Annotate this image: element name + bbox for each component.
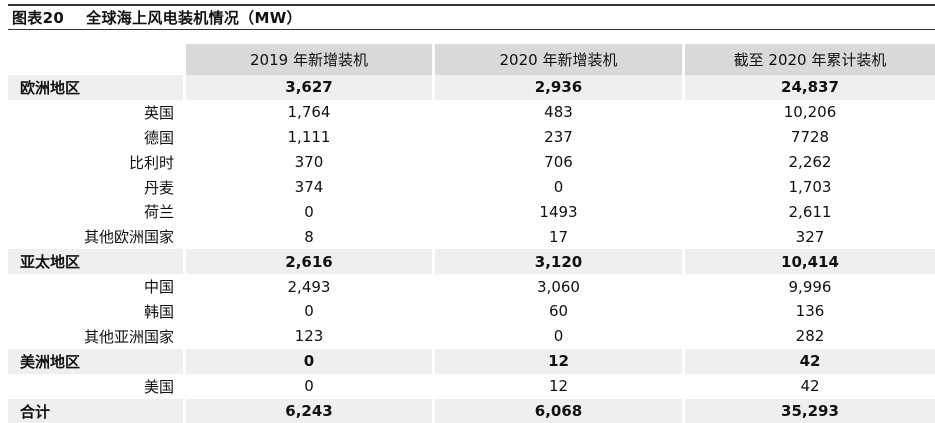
value-2019-cell: 8 [186,224,435,250]
row-name-cell: 英国 [8,99,186,125]
value-2019-cell: 2,616 [186,249,435,275]
offshore-wind-capacity-table: 2019 年新增装机 2020 年新增装机 截至 2020 年累计装机 欧洲地区… [8,44,935,423]
row-name-cell: 合计 [8,398,186,423]
value-cumulative-cell: 327 [795,227,825,246]
value-2020-cell: 706 [435,149,685,175]
value-cumulative-cell: 1,703 [788,178,832,196]
value-cumulative-cell: 42 [685,348,935,374]
figure-title: 图表20 全球海上风电装机情况（MW） [12,9,302,27]
value-2019-cell: 1,111 [186,124,435,150]
table-body: 欧洲地区 3,627 2,936 24,837 英国 1,764 483 10,206 德国 1,… [8,75,935,423]
value-2019-cell: 6,243 [186,398,435,423]
value-2020-cell: 17 [435,224,685,250]
value-2019-cell: 0 [186,348,435,374]
header-corner [8,44,186,75]
region-row: 亚太地区 2,616 3,120 10,414 [8,249,935,275]
region-row: 欧洲地区 3,627 2,936 24,837 [8,75,935,100]
header-2020-new: 2020 年新增装机 [435,44,685,75]
value-2019-cell: 2,493 [186,274,435,300]
value-2020-cell: 0 [435,323,685,349]
value-cumulative-cell: 2,262 [788,153,832,172]
row-name-cell: 丹麦 [8,174,186,200]
value-2020-cell: 12 [435,348,685,374]
table-row: 其他亚洲国家 123 0 282 [8,323,935,349]
value-2020-cell: 237 [435,124,685,150]
value-cumulative-cell: 7728 [790,128,830,147]
region-row: 美洲地区 0 12 42 [8,348,935,374]
table-row: 美国 0 12 42 [8,373,935,399]
table-row: 其他欧洲国家 8 17 327 [8,224,935,250]
value-2020-cell: 0 [435,174,685,200]
value-2019-cell: 0 [186,299,435,324]
value-cumulative-cell: 10,206 [783,103,837,122]
value-cumulative-cell: 35,293 [685,398,935,423]
value-cumulative-cell: 2,611 [788,202,832,221]
value-2020-cell: 3,120 [435,249,685,275]
value-2019-cell: 374 [186,174,435,200]
value-cumulative-cell: 42 [800,377,820,396]
table-row: 荷兰 0 1493 2,611 [8,199,935,225]
table-row: 韩国 0 60 136 [8,299,935,324]
table-row: 比利时 370 706 2,262 [8,149,935,175]
value-2019-cell: 370 [186,149,435,175]
value-2020-cell: 60 [435,299,685,324]
row-name-cell: 欧洲地区 [8,75,186,100]
value-2019-cell: 0 [186,199,435,225]
value-2019-cell: 3,627 [186,75,435,100]
row-name-cell: 比利时 [8,149,186,175]
table-header-row: 2019 年新增装机 2020 年新增装机 截至 2020 年累计装机 [8,44,935,75]
table-row: 中国 2,493 3,060 9,996 [8,274,935,300]
value-2020-cell: 6,068 [435,398,685,423]
value-2020-cell: 1493 [435,199,685,225]
table-row: 英国 1,764 483 10,206 [8,99,935,125]
table-row: 丹麦 374 0 1,703 [8,174,935,200]
row-name-cell: 德国 [8,124,186,150]
value-2019-cell: 0 [186,373,435,399]
row-name-cell: 荷兰 [8,199,186,225]
value-2019-cell: 123 [186,323,435,349]
row-name-cell: 其他欧洲国家 [8,224,186,250]
value-2020-cell: 12 [435,373,685,399]
value-cumulative-cell: 24,837 [685,75,935,100]
row-name-cell: 韩国 [8,299,186,324]
value-2020-cell: 3,060 [435,274,685,300]
row-name-cell: 美洲地区 [8,348,186,374]
header-2019-new: 2019 年新增装机 [186,44,435,75]
row-name-cell: 亚太地区 [8,249,186,275]
value-2020-cell: 483 [435,99,685,125]
value-cumulative-cell: 136 [795,302,825,321]
value-2019-cell: 1,764 [186,99,435,125]
row-name-cell: 其他亚洲国家 [8,323,186,349]
row-name-cell: 美国 [8,373,186,399]
table-row: 德国 1,111 237 7728 [8,124,935,150]
value-cumulative-cell: 10,414 [685,249,935,275]
total-row: 合计 6,243 6,068 35,293 [8,398,935,423]
value-cumulative-cell: 9,996 [788,277,832,296]
header-cumulative: 截至 2020 年累计装机 [685,44,935,75]
figure-title-bar: 图表20 全球海上风电装机情况（MW） [8,4,935,30]
row-name-cell: 中国 [8,274,186,300]
value-cumulative-cell: 282 [795,327,825,346]
value-2020-cell: 2,936 [435,75,685,100]
